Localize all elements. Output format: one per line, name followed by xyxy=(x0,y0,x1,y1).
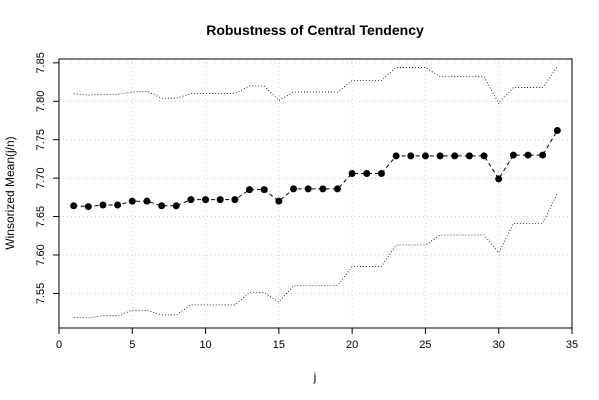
points-layer xyxy=(70,126,561,211)
data-point xyxy=(158,202,166,210)
data-point xyxy=(377,170,385,178)
x-axis-label: j xyxy=(313,370,317,384)
x-tick-label: 10 xyxy=(199,339,211,351)
data-point xyxy=(480,152,488,160)
x-tick-label: 0 xyxy=(56,339,62,351)
confidence-bound-line xyxy=(73,193,558,319)
x-tick-label: 15 xyxy=(273,339,285,351)
data-point xyxy=(553,126,561,134)
data-point xyxy=(495,175,503,183)
data-point xyxy=(260,186,268,194)
data-point xyxy=(231,196,239,204)
y-tick-label: 7.85 xyxy=(35,52,47,73)
x-tick-label: 35 xyxy=(566,339,578,351)
y-tick-label: 7.80 xyxy=(35,91,47,112)
winsorized-mean-line xyxy=(73,130,558,208)
data-point xyxy=(333,185,341,193)
x-tick-label: 30 xyxy=(493,339,505,351)
y-axis-label: Winsorized Mean(j/n) xyxy=(3,136,17,249)
data-point xyxy=(451,152,459,160)
x-axis: 0 5 10 15 20 25 30 35 xyxy=(56,328,578,351)
data-point xyxy=(216,196,224,204)
data-point xyxy=(172,202,180,210)
data-point xyxy=(436,152,444,160)
y-tick-label: 7.75 xyxy=(35,129,47,150)
data-point xyxy=(128,197,136,205)
data-point xyxy=(70,202,78,210)
y-tick-label: 7.65 xyxy=(35,206,47,227)
data-point xyxy=(539,151,547,159)
data-point xyxy=(524,151,532,159)
data-point xyxy=(290,185,298,193)
y-tick-label: 7.70 xyxy=(35,167,47,188)
data-point xyxy=(275,197,283,205)
data-point xyxy=(392,152,400,160)
data-point xyxy=(465,152,473,160)
plot-frame xyxy=(58,58,573,329)
y-tick-label: 7.55 xyxy=(35,283,47,304)
data-point xyxy=(304,185,312,193)
confidence-bound-line xyxy=(73,66,558,105)
y-axis: 7.55 7.60 7.65 7.70 7.75 7.80 7.85 xyxy=(35,52,59,304)
data-point xyxy=(246,186,254,194)
series-layer xyxy=(73,66,558,319)
data-point xyxy=(363,170,371,178)
x-tick-label: 5 xyxy=(129,339,135,351)
data-point xyxy=(187,196,195,204)
x-tick-label: 20 xyxy=(346,339,358,351)
data-point xyxy=(319,185,327,193)
data-point xyxy=(99,201,107,209)
data-point xyxy=(114,201,122,209)
data-point xyxy=(84,203,92,211)
y-tick-label: 7.60 xyxy=(35,244,47,265)
data-point xyxy=(143,197,151,205)
chart-title: Robustness of Central Tendency xyxy=(206,22,424,38)
data-point xyxy=(509,151,517,159)
data-point xyxy=(407,152,415,160)
data-point xyxy=(202,196,210,204)
data-point xyxy=(421,152,429,160)
x-tick-label: 25 xyxy=(419,339,431,351)
data-point xyxy=(348,170,356,178)
